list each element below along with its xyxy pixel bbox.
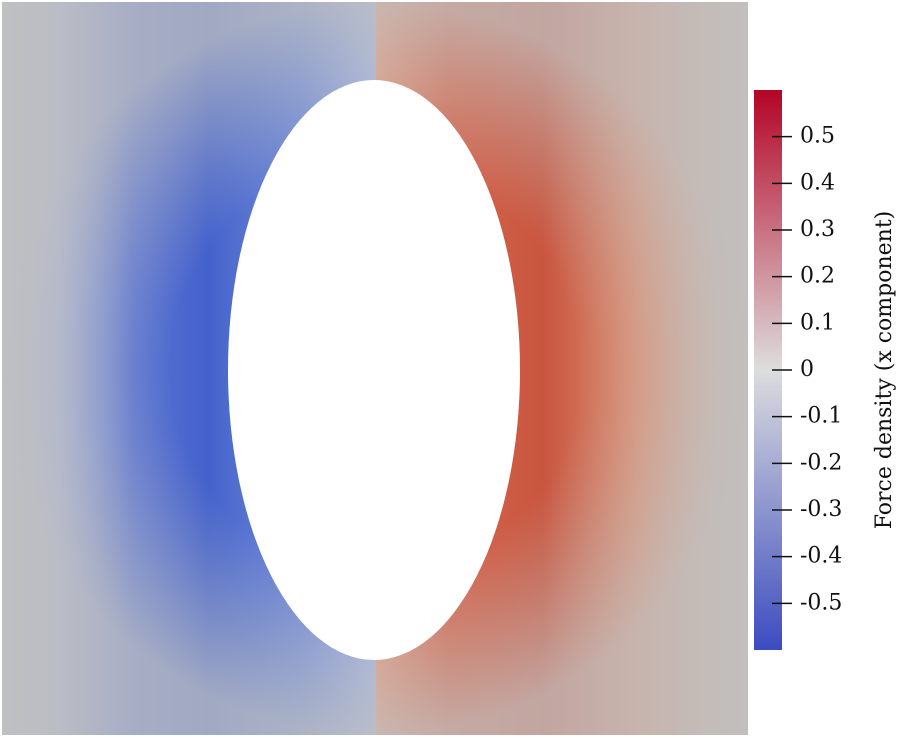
colorbar-tick-label: -0.5 bbox=[800, 590, 842, 615]
colorbar-tick-label: 0.1 bbox=[800, 310, 835, 335]
colorbar-tick-label: -0.4 bbox=[800, 544, 842, 569]
colorbar-tick-label: 0.3 bbox=[800, 217, 835, 242]
hole bbox=[228, 80, 520, 660]
colorbar-label: Force density (x component) bbox=[872, 211, 897, 530]
colorbar-tick-label: 0.2 bbox=[800, 264, 835, 289]
colorbar-tick-label: -0.1 bbox=[800, 404, 842, 429]
colorbar-tick-label: 0 bbox=[800, 357, 814, 382]
colorbar-tick-label: -0.2 bbox=[800, 450, 842, 475]
colorbar-tick-label: 0.5 bbox=[800, 124, 835, 149]
colorbar-tick-label: -0.3 bbox=[800, 497, 842, 522]
field-plot bbox=[2, 2, 748, 735]
colorbar-tick-label: 0.4 bbox=[800, 170, 835, 195]
